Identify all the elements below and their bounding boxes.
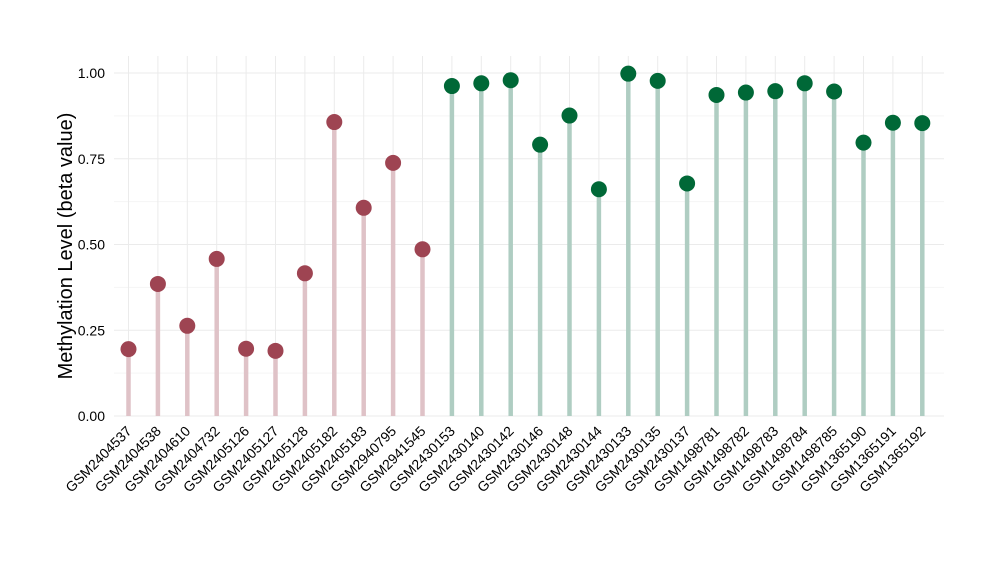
lollipop-point [737, 84, 754, 101]
lollipop-point [473, 75, 490, 92]
lollipop-point [296, 265, 313, 282]
lollipop-point [443, 78, 460, 95]
lollipop-point [385, 154, 402, 171]
lollipop-point [120, 341, 137, 358]
lollipop-point [502, 72, 519, 89]
lollipop-point [708, 86, 725, 103]
lollipop-point [679, 175, 696, 192]
lollipop-point [238, 340, 255, 357]
lollipop-point [532, 136, 549, 153]
y-axis-label: Methylation Level (beta value) [55, 113, 77, 380]
lollipop-point [826, 83, 843, 100]
lollipop-point [326, 114, 343, 131]
y-tick-label: 0.25 [78, 322, 105, 338]
point-layer [120, 65, 931, 359]
lollipop-point [884, 114, 901, 131]
y-tick-label: 0.50 [78, 237, 105, 253]
lollipop-point [149, 275, 166, 292]
lollipop-point [855, 134, 872, 151]
lollipop-point [414, 241, 431, 258]
lollipop-point [561, 107, 578, 124]
lollipop-point [649, 72, 666, 89]
stem-layer [126, 73, 925, 416]
y-axis-ticks: 0.00 0.25 0.50 0.75 1.00 [78, 65, 105, 424]
lollipop-point [767, 83, 784, 100]
lollipop-point [208, 250, 225, 267]
y-tick-label: 1.00 [78, 65, 105, 81]
grid-layer [114, 56, 944, 417]
y-tick-label: 0.75 [78, 151, 105, 167]
lollipop-point [179, 317, 196, 334]
lollipop-point [620, 65, 637, 82]
x-axis-ticks: GSM2404537GSM2404538GSM2404610GSM2404732… [62, 423, 928, 496]
lollipop-point [796, 75, 813, 92]
lollipop-point [267, 342, 284, 359]
lollipop-point [590, 181, 607, 198]
lollipop-point [355, 199, 372, 216]
y-tick-label: 0.00 [78, 408, 105, 424]
lollipop-point [914, 115, 931, 132]
